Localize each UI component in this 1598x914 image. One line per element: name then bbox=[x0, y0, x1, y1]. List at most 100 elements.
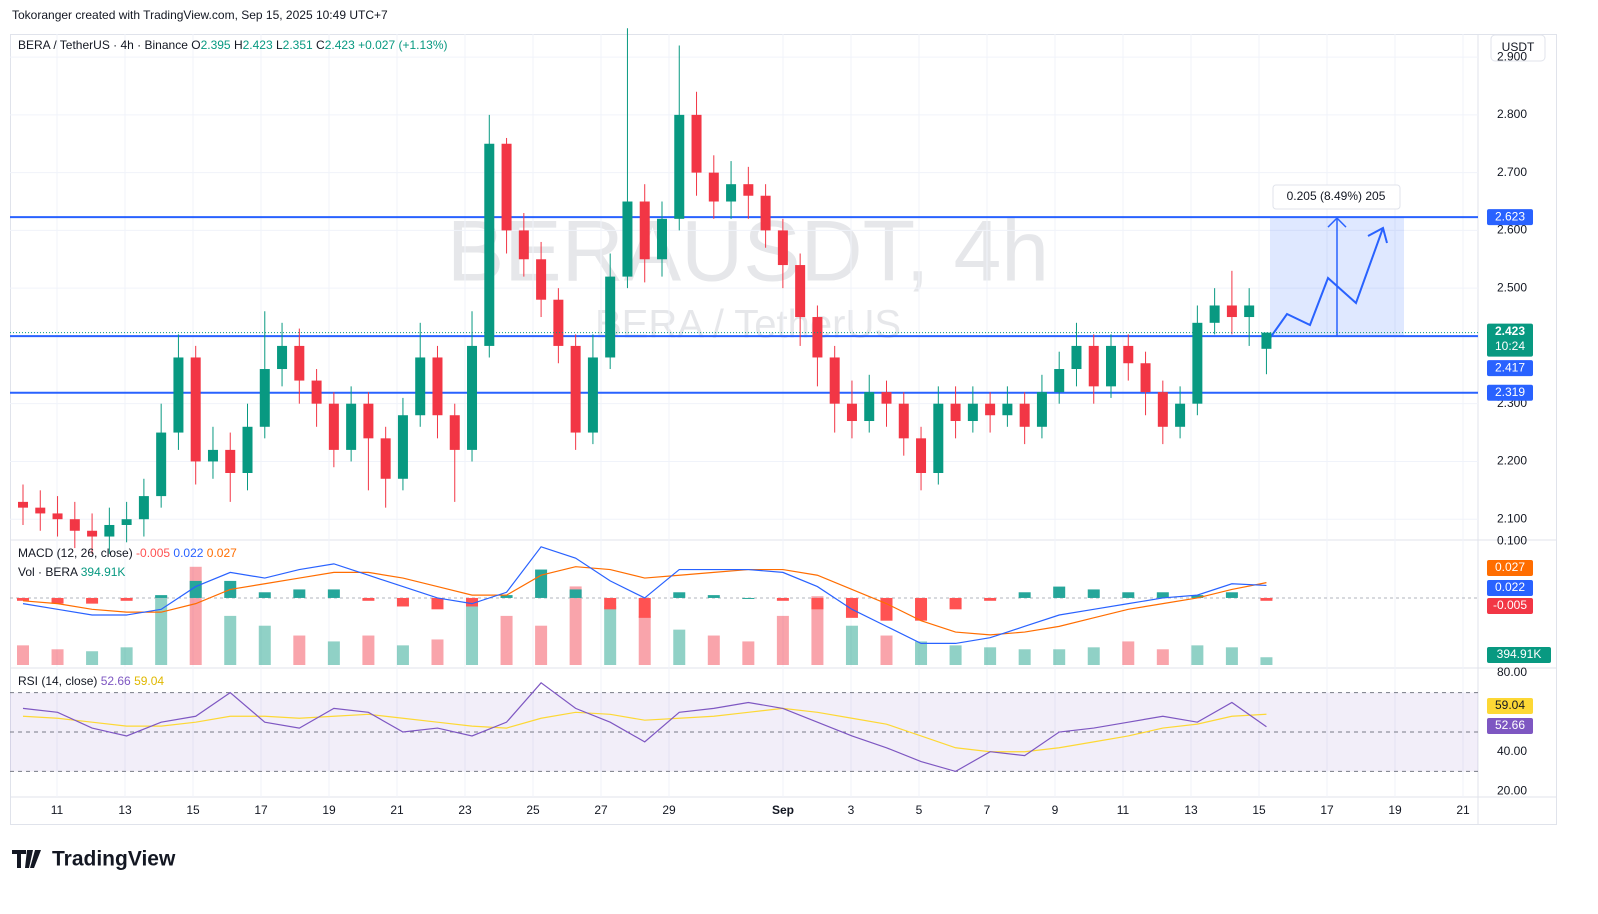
volume-bar bbox=[51, 649, 64, 665]
candle-body bbox=[1140, 363, 1151, 393]
candle-body bbox=[1123, 345, 1134, 364]
volume-bar bbox=[673, 629, 686, 665]
currency[interactable]: USDT bbox=[1502, 40, 1535, 54]
candle-body bbox=[484, 143, 495, 346]
x-tick-label: 21 bbox=[390, 803, 404, 817]
x-tick-label: 27 bbox=[594, 803, 608, 817]
candle-body bbox=[311, 380, 322, 404]
rsi-tick-label: 80.00 bbox=[1497, 665, 1527, 679]
volume-bar bbox=[120, 647, 133, 665]
legend-item: -0.005 bbox=[136, 546, 170, 560]
candle-body bbox=[35, 507, 46, 514]
candle-body bbox=[950, 403, 961, 422]
y-tick-label: 2.600 bbox=[1497, 223, 1527, 237]
macd-hist bbox=[17, 597, 29, 601]
macd-hist bbox=[915, 597, 928, 621]
candle-body bbox=[795, 265, 806, 318]
volume-bar bbox=[258, 625, 271, 665]
watermark-sub: BERA / TetherUS bbox=[595, 303, 901, 347]
candle-body bbox=[1175, 403, 1186, 427]
volume-bar bbox=[915, 641, 928, 665]
candle-body bbox=[967, 403, 978, 422]
volume-bar bbox=[224, 615, 237, 665]
volume-bar bbox=[845, 625, 858, 665]
candle-body bbox=[846, 403, 857, 422]
y-tick-label: 2.700 bbox=[1497, 165, 1527, 179]
legend-item: 2.351 bbox=[283, 38, 313, 52]
volume-bar bbox=[293, 635, 306, 665]
candle-body bbox=[138, 496, 149, 520]
y-tick-label: 2.500 bbox=[1497, 280, 1527, 294]
macd-hist bbox=[500, 595, 513, 598]
candle-body bbox=[69, 519, 80, 531]
volume-badge: 394.91K bbox=[1497, 647, 1542, 661]
countdown: 10:24 bbox=[1495, 339, 1525, 353]
candle-body bbox=[743, 184, 754, 196]
rsi-line bbox=[22, 681, 1267, 773]
candle-body bbox=[277, 345, 288, 370]
candle-body bbox=[467, 345, 478, 450]
candle-body bbox=[812, 317, 823, 358]
legend-item: 59.04 bbox=[134, 674, 164, 688]
candle-body bbox=[933, 403, 944, 473]
volume-bar bbox=[1018, 649, 1031, 665]
legend-item: L bbox=[276, 38, 283, 52]
volume-bar bbox=[1087, 647, 1100, 665]
candle-body bbox=[1244, 305, 1255, 318]
candle-body bbox=[708, 172, 719, 202]
macd-tick-label: 0.100 bbox=[1497, 533, 1527, 547]
level-badge-bg bbox=[1487, 209, 1533, 226]
candle-body bbox=[156, 432, 167, 497]
candle-body bbox=[242, 426, 253, 473]
candle-body bbox=[501, 143, 512, 231]
candle-body bbox=[760, 195, 771, 231]
watermark: BERAUSDT, 4h bbox=[447, 204, 1049, 300]
candle-body bbox=[985, 403, 996, 416]
volume-bar bbox=[1122, 641, 1135, 665]
macd-hist bbox=[707, 595, 720, 598]
candle-body bbox=[777, 230, 788, 266]
macd-hist bbox=[1122, 592, 1135, 598]
x-tick-label: 29 bbox=[662, 803, 676, 817]
volume-legend: Vol · BERA 394.91K bbox=[18, 565, 125, 579]
candle-body bbox=[622, 201, 633, 277]
macd-hist bbox=[949, 597, 962, 610]
macd-hist bbox=[984, 597, 997, 601]
legend-item: 52.66 bbox=[101, 674, 131, 688]
candle-body bbox=[328, 403, 339, 450]
volume-bar bbox=[466, 606, 479, 665]
candle-body bbox=[1002, 403, 1013, 416]
candle-body bbox=[380, 438, 391, 479]
y-tick-label: 2.800 bbox=[1497, 107, 1527, 121]
x-tick-label: 21 bbox=[1456, 803, 1470, 817]
rsi-ma-badge-bg bbox=[1487, 698, 1533, 714]
volume-bar bbox=[880, 635, 893, 665]
candle-body bbox=[259, 369, 270, 427]
macd-legend: MACD (12, 26, close) -0.005 0.022 0.027 bbox=[18, 546, 237, 560]
volume-bar bbox=[811, 596, 824, 665]
macd-signal bbox=[22, 566, 1267, 636]
macd-hist bbox=[604, 597, 617, 610]
candle-body bbox=[1036, 392, 1047, 427]
volume-bar bbox=[500, 615, 513, 665]
volume-bar bbox=[949, 645, 962, 665]
candle-body bbox=[207, 449, 218, 462]
x-tick-label: 7 bbox=[984, 803, 991, 817]
candle-body bbox=[605, 276, 616, 358]
macd-line bbox=[22, 546, 1267, 645]
candle-body bbox=[1054, 369, 1065, 393]
x-tick-label: Sep bbox=[772, 803, 794, 817]
macd-hist bbox=[1260, 597, 1273, 601]
candle-body bbox=[1192, 322, 1203, 404]
volume-bar bbox=[86, 651, 99, 665]
legend-item: +0.027 (+1.13%) bbox=[358, 38, 447, 52]
path-drawing-head bbox=[1367, 226, 1388, 244]
rsi-ma bbox=[22, 707, 1267, 753]
path-drawing bbox=[1269, 227, 1384, 339]
currency-button[interactable] bbox=[1490, 34, 1546, 62]
rsi-badge-bg bbox=[1487, 718, 1533, 734]
attribution: Tokoranger created with TradingView.com,… bbox=[12, 8, 388, 22]
candle-body bbox=[536, 259, 547, 300]
candle-body bbox=[1071, 345, 1082, 370]
candle-body bbox=[726, 184, 737, 202]
